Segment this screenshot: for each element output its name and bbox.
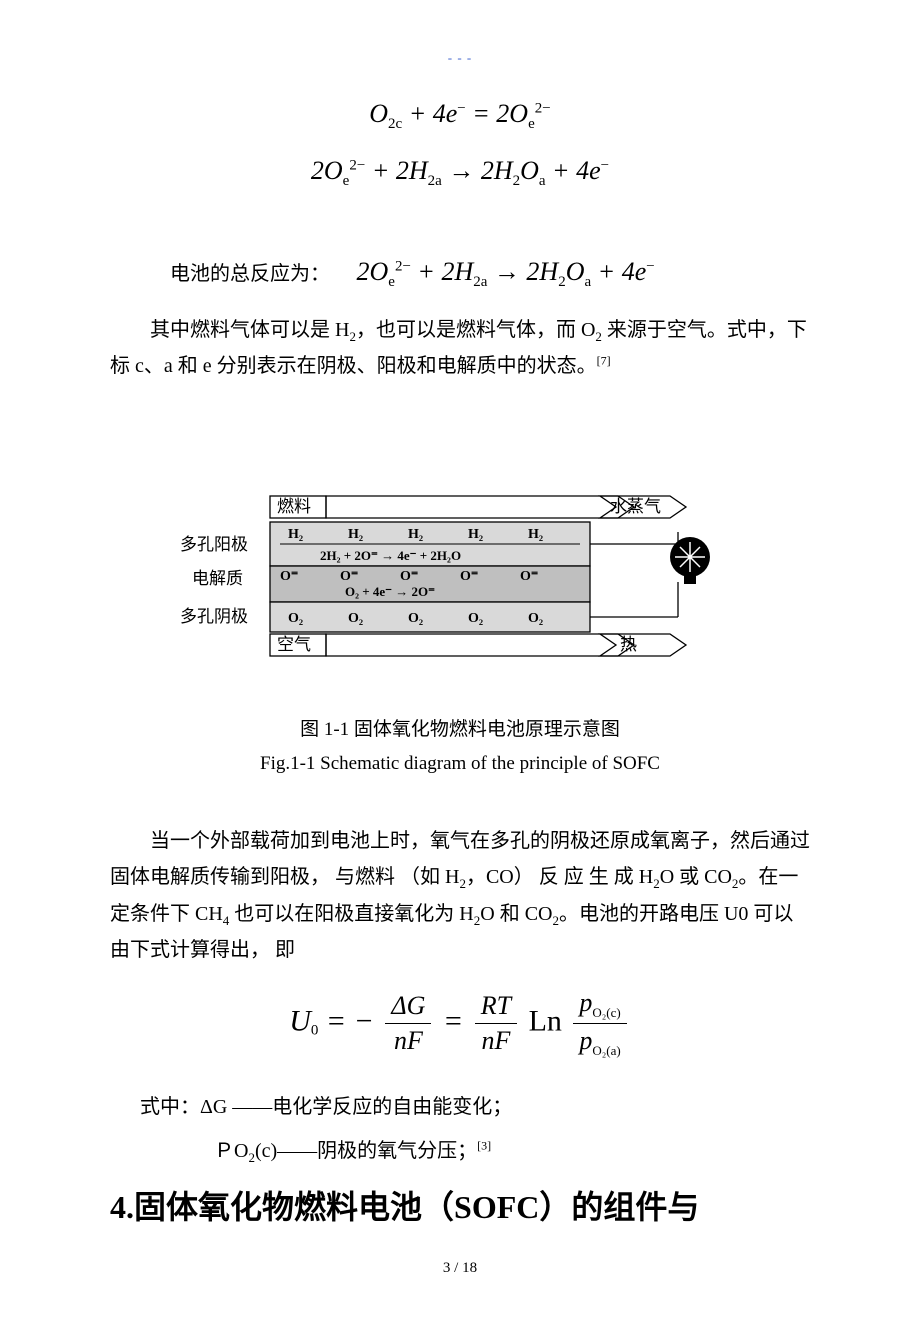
figure-caption-cn: 图 1-1 固体氧化物燃料电池原理示意图 <box>180 713 740 747</box>
diag-o2-4: O₂ <box>468 611 483 626</box>
where-line-2: ＰO2(c)——阴极的氧气分压；[3] <box>214 1129 810 1173</box>
equation-2: 2Oe2− + 2H2a → 2H2Oa + 4e− <box>110 153 810 192</box>
diag-electrolyte-label: 电解质 <box>192 569 243 588</box>
diag-o-3: O⁼ <box>400 569 418 584</box>
diag-o-4: O⁼ <box>460 569 478 584</box>
nernst-frac2: RT nF <box>475 991 517 1056</box>
nernst-minus: − <box>354 1005 382 1038</box>
section-4-title: 4.固体氧化物燃料电池（SOFC）的组件与 <box>110 1185 810 1230</box>
page: - - - O2c + 4e− = 2Oe2− 2Oe2− + 2H2a → 2… <box>0 0 920 1317</box>
nernst-eq2: = <box>443 1005 471 1038</box>
nernst-nf1: nF <box>385 1024 431 1056</box>
equation-2-content: 2Oe2− + 2H2a → 2H2Oa + 4e− <box>311 156 609 185</box>
nernst-frac3: pO₂(c) pO₂(a) <box>573 988 626 1059</box>
diag-o2-3: O₂ <box>408 611 423 626</box>
sofc-diagram-svg: 燃料 水蒸气 多孔阳极 H₂ H₂ H₂ H₂ H₂ 2H₂ + 2O⁼ → 4… <box>180 492 740 692</box>
diag-fuel-label: 燃料 <box>277 497 311 516</box>
paragraph-2: 当一个外部载荷加到电池上时，氧气在多孔的阴极还原成氧离子，然后通过固体电解质传输… <box>110 823 810 968</box>
diag-heat-label: 热 <box>620 635 637 654</box>
where-line-1: 式中：ΔG ——电化学反应的自由能变化； <box>140 1085 810 1129</box>
nernst-po2a: p <box>579 1026 592 1055</box>
equation-total-row: 电池的总反应为： 2Oe2− + 2H2a → 2H2Oa + 4e− <box>110 254 810 293</box>
top-dash-marker: - - - <box>110 50 810 66</box>
nernst-po2a-sub: O₂(a) <box>592 1043 620 1058</box>
nernst-u-sub: 0 <box>311 1023 319 1039</box>
figure-1-1: 燃料 水蒸气 多孔阳极 H₂ H₂ H₂ H₂ H₂ 2H₂ + 2O⁼ → 4… <box>180 492 740 781</box>
nernst-po2c-sub: O₂(c) <box>592 1005 620 1020</box>
diag-h2-1: H₂ <box>288 527 303 542</box>
nernst-ln: Ln <box>529 1005 562 1038</box>
nernst-frac1: ΔG nF <box>385 991 431 1056</box>
diag-anode-label: 多孔阳极 <box>180 535 248 554</box>
nernst-equation: U0 = − ΔG nF = RT nF Ln pO₂(c) pO₂(a) <box>110 988 810 1059</box>
diag-h2-5: H₂ <box>528 527 543 542</box>
page-number: 3 / 18 <box>110 1260 810 1277</box>
equation-total-content: 2Oe2− + 2H2a → 2H2Oa + 4e− <box>357 257 655 286</box>
diag-cathode-label: 多孔阴极 <box>180 607 248 626</box>
diag-o2-5: O₂ <box>528 611 543 626</box>
diag-h2-2: H₂ <box>348 527 363 542</box>
figure-caption-en: Fig.1-1 Schematic diagram of the princip… <box>180 747 740 781</box>
paragraph-1: 其中燃料气体可以是 H2，也可以是燃料气体，而 O2 来源于空气。式中，下标 c… <box>110 312 810 384</box>
diag-anode-eq: 2H₂ + 2O⁼ → 4e⁻ + 2H₂O <box>320 548 461 563</box>
nernst-dg: ΔG <box>385 991 431 1024</box>
figure-caption: 图 1-1 固体氧化物燃料电池原理示意图 Fig.1-1 Schematic d… <box>180 713 740 781</box>
nernst-u: U <box>289 1005 311 1038</box>
diag-air-label: 空气 <box>277 635 311 654</box>
nernst-nf2: nF <box>475 1024 517 1056</box>
nernst-rt: RT <box>475 991 517 1024</box>
equation-1: O2c + 4e− = 2Oe2− <box>110 96 810 135</box>
equation-total-label: 电池的总反应为： <box>170 263 330 285</box>
diag-o-1: O⁼ <box>280 569 298 584</box>
diag-h2-3: H₂ <box>408 527 423 542</box>
diag-o2-1: O₂ <box>288 611 303 626</box>
diag-cathode-eq: O₂ + 4e⁻ → 2O⁼ <box>345 584 435 599</box>
diag-h2-4: H₂ <box>468 527 483 542</box>
diag-o-5: O⁼ <box>520 569 538 584</box>
diag-o-2: O⁼ <box>340 569 358 584</box>
diag-o2-2: O₂ <box>348 611 363 626</box>
diag-steam-label: 水蒸气 <box>610 497 661 516</box>
equation-1-content: O2c + 4e− = 2Oe2− <box>369 99 550 128</box>
nernst-eq1: = <box>326 1005 354 1038</box>
nernst-po2c: p <box>579 988 592 1017</box>
